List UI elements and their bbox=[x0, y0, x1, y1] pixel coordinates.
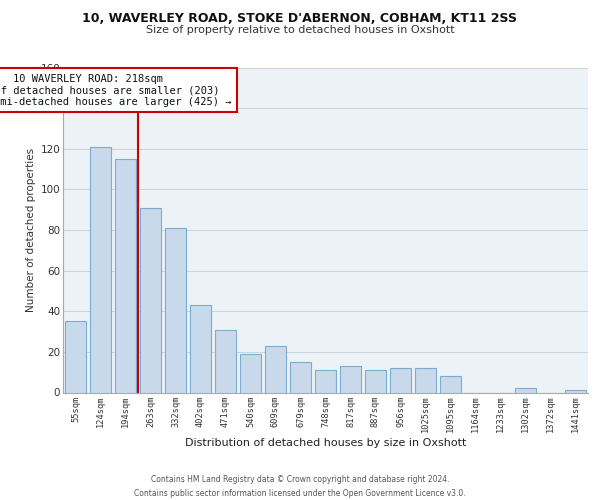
X-axis label: Distribution of detached houses by size in Oxshott: Distribution of detached houses by size … bbox=[185, 438, 466, 448]
Bar bbox=[340, 366, 361, 392]
Bar bbox=[90, 146, 111, 392]
Text: Size of property relative to detached houses in Oxshott: Size of property relative to detached ho… bbox=[146, 25, 454, 35]
Bar bbox=[65, 322, 86, 392]
Bar bbox=[290, 362, 311, 392]
Bar bbox=[215, 330, 236, 392]
Y-axis label: Number of detached properties: Number of detached properties bbox=[26, 148, 37, 312]
Bar bbox=[365, 370, 386, 392]
Text: 10, WAVERLEY ROAD, STOKE D'ABERNON, COBHAM, KT11 2SS: 10, WAVERLEY ROAD, STOKE D'ABERNON, COBH… bbox=[83, 12, 517, 26]
Bar bbox=[415, 368, 436, 392]
Bar bbox=[515, 388, 536, 392]
Bar bbox=[140, 208, 161, 392]
Bar bbox=[165, 228, 186, 392]
Bar bbox=[190, 305, 211, 392]
Text: Contains HM Land Registry data © Crown copyright and database right 2024.
Contai: Contains HM Land Registry data © Crown c… bbox=[134, 476, 466, 498]
Bar bbox=[240, 354, 261, 393]
Bar bbox=[265, 346, 286, 393]
Bar bbox=[115, 159, 136, 392]
Text: 10 WAVERLEY ROAD: 218sqm
← 32% of detached houses are smaller (203)
68% of semi-: 10 WAVERLEY ROAD: 218sqm ← 32% of detach… bbox=[0, 74, 232, 107]
Bar bbox=[315, 370, 336, 392]
Bar bbox=[565, 390, 586, 392]
Bar bbox=[390, 368, 411, 392]
Bar bbox=[440, 376, 461, 392]
